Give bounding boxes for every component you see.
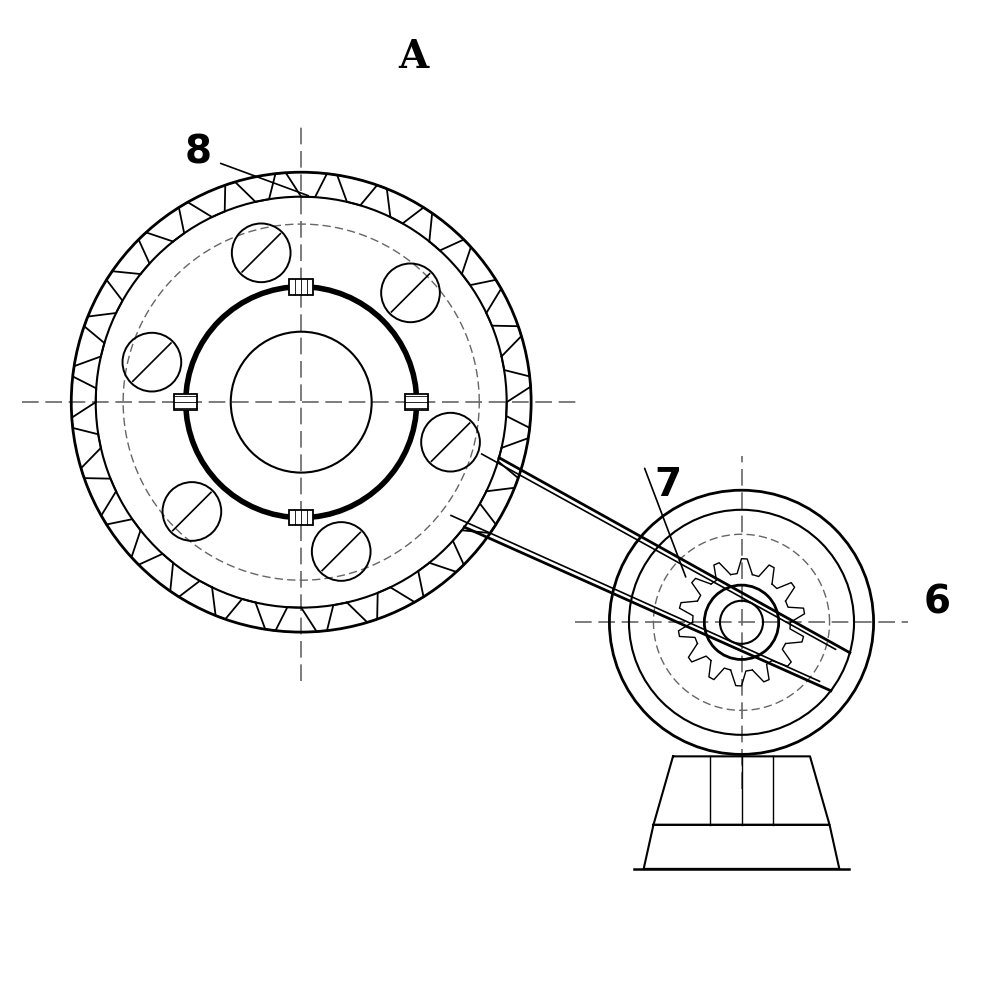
Bar bbox=[174, 394, 198, 410]
Bar bbox=[405, 394, 428, 410]
Bar bbox=[289, 279, 313, 295]
Text: 8: 8 bbox=[185, 133, 212, 171]
Text: 6: 6 bbox=[924, 583, 951, 621]
Text: 7: 7 bbox=[654, 466, 682, 504]
Text: A: A bbox=[399, 38, 429, 76]
Bar bbox=[289, 510, 313, 525]
